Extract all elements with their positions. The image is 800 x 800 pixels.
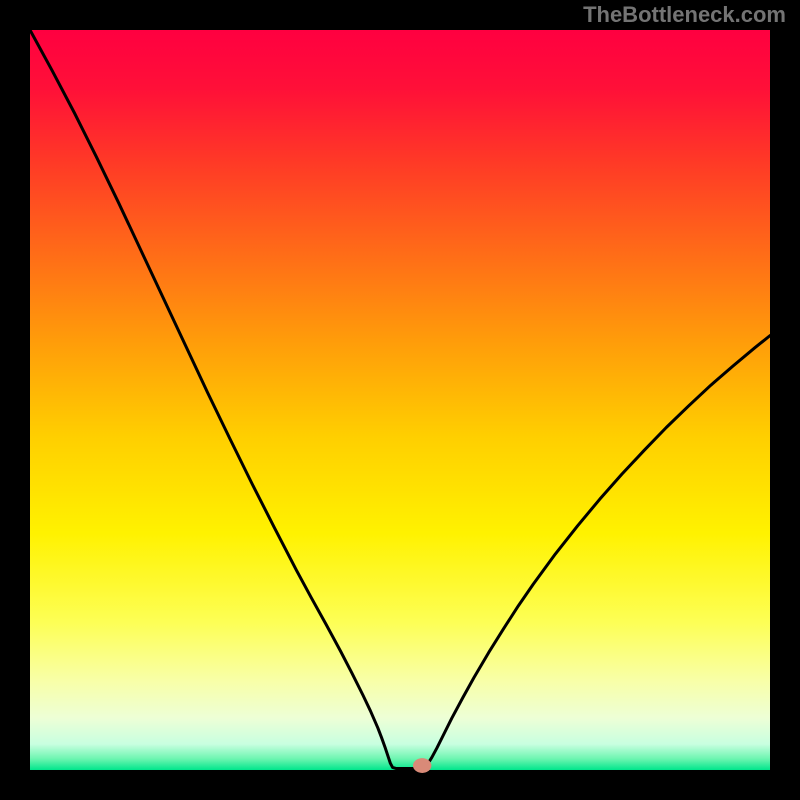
chart-container: TheBottleneck.com bbox=[0, 0, 800, 800]
chart-background bbox=[30, 30, 770, 770]
watermark-text: TheBottleneck.com bbox=[583, 2, 786, 28]
optimal-marker bbox=[413, 758, 432, 773]
bottleneck-chart bbox=[0, 0, 800, 800]
